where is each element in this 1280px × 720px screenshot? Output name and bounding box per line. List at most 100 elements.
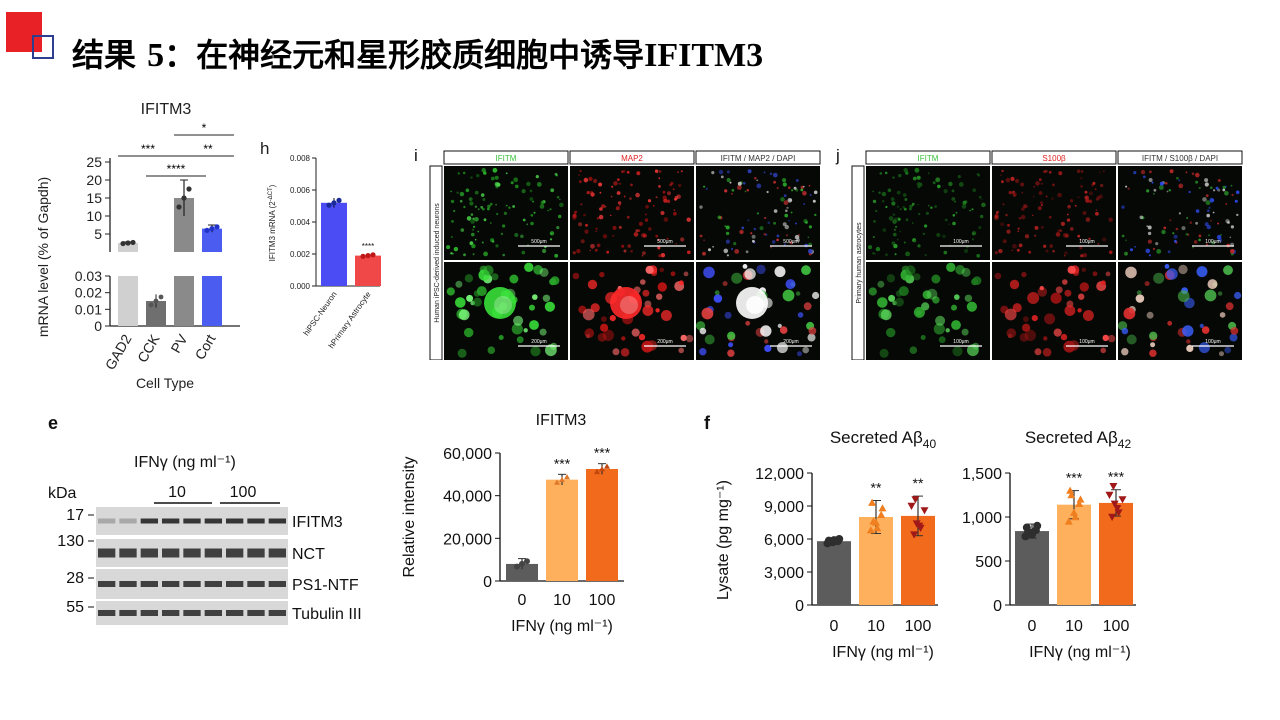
blot-band [247,548,265,558]
cell-spot [875,209,878,213]
cell-spot [572,272,580,280]
cell-spot [727,349,735,357]
cell-spot [971,208,974,211]
cell-spot [783,200,789,206]
cell-spot [776,234,780,238]
bar-lower-part [174,276,194,326]
sig-star: **** [167,162,186,176]
panel-f-title-42: Secreted Aβ42 [1025,428,1132,451]
cell-spot [763,171,766,174]
cell-spot [514,232,519,238]
cell-spot [1085,217,1091,222]
sig-star: *** [594,445,611,461]
cell-spot [1150,342,1156,348]
cell-spot [502,253,505,257]
cell-spot [1195,180,1198,184]
cell-spot [1215,186,1219,190]
cell-spot [1217,222,1220,225]
panel-e-chart: IFITM3 Relative intensity 60,000 40,000 20… [401,412,624,635]
y-tick-label: 0.006 [290,186,311,195]
cell-spot [494,182,500,187]
bar [174,198,194,252]
cell-spot [777,323,782,328]
cell-spot [1206,224,1211,230]
cell-spot [1204,182,1209,187]
cell-spot [720,175,724,179]
neurosphere [484,287,516,319]
cell-spot [926,288,938,300]
cell-spot [576,248,581,254]
cell-spot [1163,226,1167,230]
cell-spot [1205,194,1209,197]
data-point [209,226,215,232]
cell-spot [578,174,580,176]
cell-spot [1152,247,1156,251]
data-point [519,560,525,567]
cell-spot [789,240,793,245]
blot-band [183,518,201,524]
cell-spot [783,194,787,197]
cell-spot [783,243,787,246]
bar [118,243,138,252]
cell-spot [578,222,583,227]
cell-spot [593,178,598,184]
cell-spot [730,247,734,251]
cell-spot [600,323,609,332]
cell-spot [1135,294,1145,303]
blot-band [162,518,180,524]
cell-spot [902,193,907,197]
cell-spot [678,347,684,354]
y-tick-label: 60,000 [443,446,492,463]
cell-spot [1127,187,1130,190]
bar [586,469,618,581]
cell-spot [920,335,926,340]
image-header-box [569,150,695,165]
cell-spot [892,219,897,224]
cell-spot [739,229,744,235]
y-tick-label: 10 [86,208,102,224]
cell-spot [1195,209,1200,213]
cell-spot [1007,223,1010,227]
cell-spot [1229,333,1238,342]
cell-spot [892,176,895,179]
cell-spot [737,185,742,190]
cell-spot [782,182,787,187]
cell-spot [1060,221,1065,226]
cell-spot [601,204,606,209]
cell-spot [641,233,646,238]
protein-label: Tubulin III [292,606,362,623]
y-tick-label: 0.01 [75,301,102,317]
cell-spot [773,209,778,213]
data-point [1024,527,1033,536]
blot-band [119,610,137,616]
data-point [1033,521,1042,530]
cell-spot [631,328,640,337]
sig-star: *** [554,455,571,471]
cell-spot [873,220,876,223]
cell-spot [601,316,607,322]
cell-spot [663,198,668,203]
cell-spot [746,189,749,192]
x-tick-label: CCK [134,331,163,365]
cell-spot [1100,280,1106,286]
sig-star: ** [913,475,924,491]
cell-spot [776,342,788,354]
cell-spot [495,203,497,206]
panel-e-chart-title: IFITM3 [536,412,587,429]
cell-spot [1066,213,1069,216]
cell-spot [1231,193,1234,197]
cell-spot [743,182,746,185]
cell-spot [752,239,755,243]
cell-spot [722,281,728,287]
cell-spot [594,248,598,252]
cell-spot [462,171,466,175]
cell-spot [1222,188,1226,192]
cell-spot [1185,171,1188,174]
cell-spot [686,217,691,222]
cell-spot [789,198,793,202]
cell-spot [717,215,722,220]
cell-spot [790,211,793,214]
cell-spot [1217,291,1223,296]
sig-star: ** [203,142,213,156]
cell-spot [1234,291,1242,300]
